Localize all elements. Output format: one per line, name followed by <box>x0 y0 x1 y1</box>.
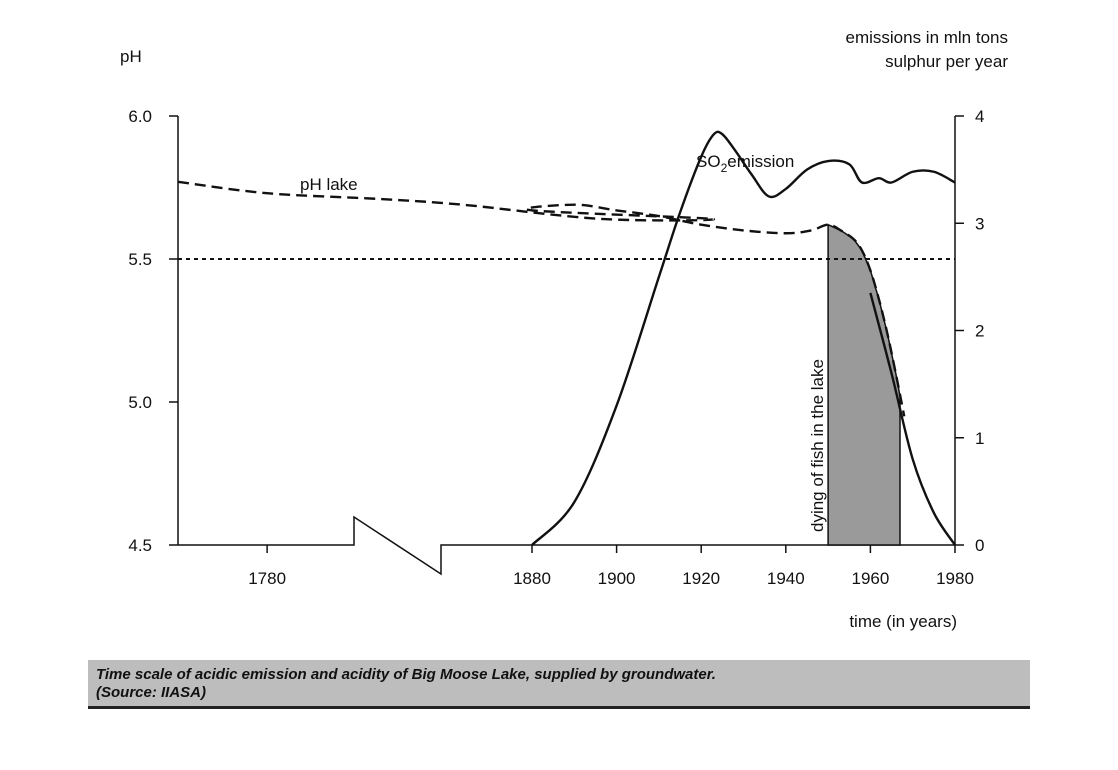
annotation-so2-emission: SO2emission <box>696 152 794 175</box>
caption-box: Time scale of acidic emission and acidit… <box>88 660 1030 709</box>
x-tick-label: 1960 <box>851 569 889 588</box>
x-tick-label: 1880 <box>513 569 551 588</box>
annotation-dying-of-fish: dying of fish in the lake <box>808 359 827 532</box>
right-axis-label-line-1: emissions in mln tons <box>845 28 1008 47</box>
chart: 6.0 5.5 5.0 4.5 pH 4 3 2 1 0 emissions in mln tons… <box>120 28 1008 631</box>
left-tick-label: 4.5 <box>128 536 152 555</box>
x-axis-label: time (in years) <box>849 612 957 631</box>
caption-line-1: Time scale of acidic emission and acidit… <box>96 666 716 683</box>
x-axis-line-with-break <box>178 515 955 576</box>
right-tick-label: 3 <box>975 214 984 233</box>
shaded-region-fish-dying <box>827 223 901 546</box>
left-axis-label: pH <box>120 47 142 66</box>
right-tick-label: 0 <box>975 536 984 555</box>
x-tick-label: 1780 <box>248 569 286 588</box>
left-tick-label: 5.0 <box>128 393 152 412</box>
x-tick-label: 1920 <box>682 569 720 588</box>
x-tick-label: 1940 <box>767 569 805 588</box>
labels: 6.0 5.5 5.0 4.5 pH 4 3 2 1 0 emissions in mln tons… <box>120 28 1008 631</box>
left-tick-label: 5.5 <box>128 250 152 269</box>
right-axis-label-line-2: sulphur per year <box>885 52 1008 71</box>
right-tick-label: 1 <box>975 429 984 448</box>
x-tick-label: 1900 <box>598 569 636 588</box>
marks <box>177 130 957 546</box>
series-line-0 <box>177 180 906 417</box>
right-tick-label: 2 <box>975 322 984 341</box>
left-tick-label: 6.0 <box>128 107 152 126</box>
x-tick-label: 1980 <box>936 569 974 588</box>
series-line-2 <box>869 292 957 546</box>
axes <box>169 115 964 576</box>
caption-line-2: (Source: IIASA) <box>96 684 207 701</box>
series-line-1 <box>531 130 956 546</box>
annotation-ph-lake: pH lake <box>300 175 358 194</box>
caption: Time scale of acidic emission and acidit… <box>96 666 1016 702</box>
right-tick-label: 4 <box>975 107 984 126</box>
